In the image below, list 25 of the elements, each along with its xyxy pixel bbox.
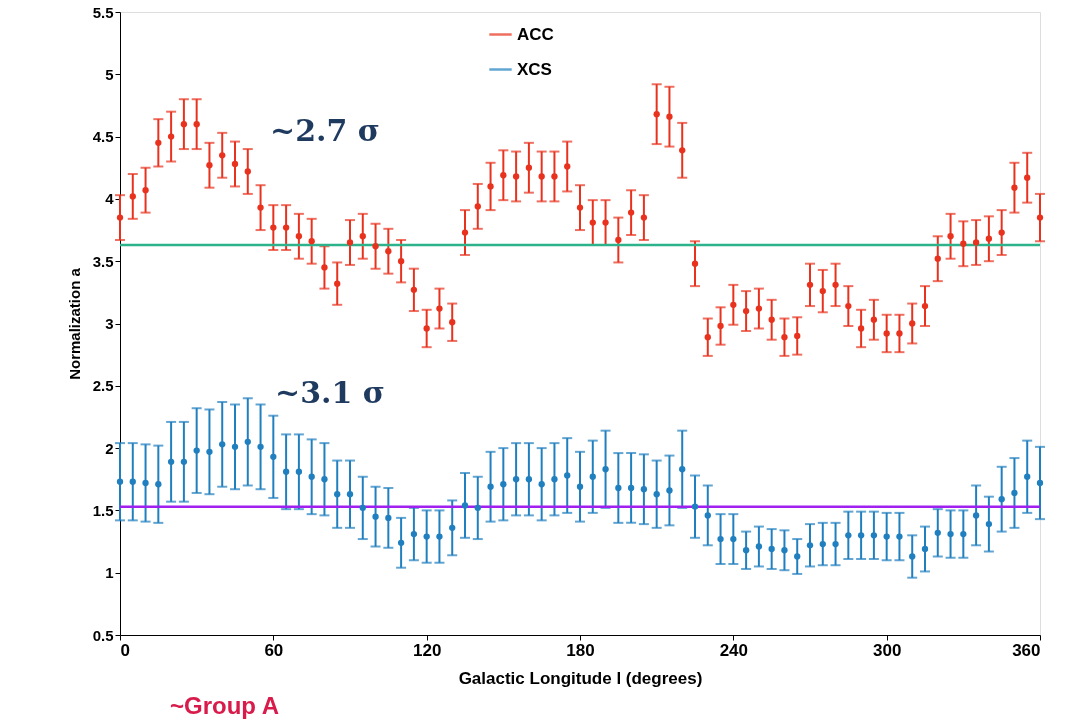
y-tick-label: 1.5 bbox=[92, 501, 114, 519]
y-tick-label: 3 bbox=[105, 315, 114, 332]
legend-label: ACC bbox=[517, 24, 554, 44]
y-tick-label: 3.5 bbox=[92, 252, 114, 270]
x-axis-title: Galactic Longitude l (degrees) bbox=[458, 668, 703, 688]
x-tick-label: 300 bbox=[872, 640, 902, 660]
annotation: ~2.7 σ bbox=[270, 113, 380, 148]
y-tick-label: 0.5 bbox=[92, 626, 114, 644]
y-tick-label: 1 bbox=[105, 564, 114, 582]
x-tick-label: 120 bbox=[412, 640, 442, 660]
annotation: ~3.1 σ bbox=[275, 375, 385, 410]
y-tick-label: 5 bbox=[105, 65, 114, 83]
legend-label: XCS bbox=[517, 59, 552, 79]
y-tick-label: 4.5 bbox=[92, 128, 114, 146]
y-axis-title: Normalization a bbox=[65, 267, 83, 380]
x-tick-label: 0 bbox=[120, 640, 130, 660]
y-tick-label: 4 bbox=[105, 190, 115, 208]
y-tick-label: 2 bbox=[105, 439, 114, 457]
x-tick-label: 240 bbox=[719, 640, 749, 660]
text: ~Group A bbox=[170, 692, 280, 719]
y-tick-label: 5.5 bbox=[92, 3, 114, 21]
x-tick-label: 60 bbox=[264, 640, 284, 660]
y-tick-label: 2.5 bbox=[92, 377, 114, 395]
x-tick-label: 180 bbox=[566, 640, 595, 660]
x-tick-label: 360 bbox=[1012, 640, 1041, 660]
